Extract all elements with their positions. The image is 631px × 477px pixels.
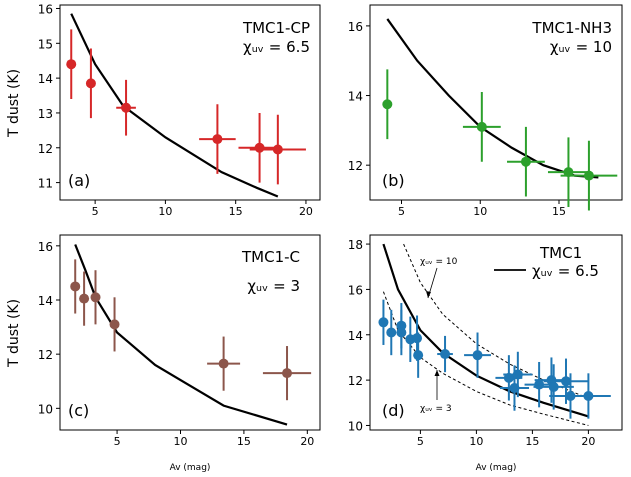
panel-a-data-point [254,142,265,153]
panel-d-data-point [378,317,389,328]
panel-a-xtick-label: 5 [92,205,99,218]
panel-d-ytick-label: 10 [348,419,363,433]
xlabel-right: Av (mag) [476,463,517,473]
panel-d-xtick-label: 10 [469,435,483,448]
panel-d-ytick-label: 14 [348,329,363,343]
panel-b-data-point [382,99,393,110]
ylabel-bottom: T dust (K) [6,299,22,368]
panel-d-lower-arrowhead [434,370,440,376]
panel-a-ytick-label: 13 [38,107,53,121]
panel-c-data-point [282,368,293,379]
panel-c-name: TMC1-C [241,248,300,266]
panel-c-ytick-label: 16 [38,240,53,254]
panel-d-upper-arrowhead [426,291,431,298]
panel-d-frame [369,234,623,431]
panel-c-frame [59,234,321,431]
panel-b-frame [369,4,623,201]
panel-b-data-point [583,170,594,181]
panel-a-xtick-label: 20 [299,205,313,218]
panel-b-ytick-label: 14 [348,90,363,104]
panel-c-data-point [79,293,90,304]
panel-c-chi: χᵤᵥ = 3 [247,277,300,295]
panel-a-chi: χᵤᵥ = 6.5 [243,38,310,56]
panel-c-data-point [90,292,101,303]
panel-b-ytick-label: 16 [348,20,363,34]
panel-a-data-point [272,144,283,155]
panel-a-xtick-label: 15 [229,205,243,218]
panel-b-name: TMC1-NH3 [531,19,612,37]
panel-c-ytick-label: 14 [38,294,53,308]
panel-d-ytick-label: 12 [348,374,363,388]
panel-a-name: TMC1-CP [242,19,310,37]
panel-a-ytick-label: 14 [38,72,53,86]
panel-d-data-point [440,349,451,360]
panel-c-data-point [218,358,229,369]
panel-d-data-point [413,350,424,361]
panel-c-data-point [109,319,120,330]
panel-d-data-point [583,390,594,401]
panel-c-model-curve-0 [74,244,288,426]
panel-d-data-point [396,327,407,338]
panel-b-data-point [520,156,531,167]
panel-d-lower-label: χᵤᵥ = 3 [420,404,452,414]
panel-b-xtick-label: 15 [552,205,566,218]
panel-d-upper-label: χᵤᵥ = 10 [420,257,458,267]
panel-d-data-point [534,379,545,390]
panel-b-chi: χᵤᵥ = 10 [550,38,612,56]
panel-d-ytick-label: 18 [348,238,363,252]
panel-a-xtick-label: 10 [158,205,172,218]
panel-c-label: (c) [68,401,89,420]
panel-a-data-point [66,59,77,70]
panel-c-xtick-label: 10 [173,435,187,448]
panel-c-ytick-label: 10 [38,402,53,416]
panel-a-ytick-label: 15 [38,37,53,51]
panel-d-xtick-label: 20 [581,435,595,448]
panel-d-data-point [386,327,397,338]
panel-d-chi: χᵤᵥ = 6.5 [532,262,599,280]
panel-d-name: TMC1 [539,244,582,262]
panel-a-model-curve-0 [70,13,279,198]
ylabel-top: T dust (K) [6,69,22,138]
panel-d-label: (d) [382,401,405,420]
panel-c-xtick-label: 20 [300,435,314,448]
panel-a-data-point [212,134,223,145]
panel-d-data-point [561,376,571,387]
panel-c-ytick-label: 12 [38,348,53,362]
xlabel-left: Av (mag) [170,463,211,473]
panel-b-ytick-label: 12 [348,159,363,173]
panel-d-data-point [472,350,483,361]
panel-d-ytick-label: 16 [348,283,363,297]
panel-d-model-curve-0 [382,243,589,418]
panel-a-ytick-label: 12 [38,142,53,156]
panel-a-data-point [85,78,96,89]
panel-d-model-curve-2 [382,291,589,426]
panel-b-label: (b) [382,171,405,190]
panel-d-xtick-label: 5 [417,435,424,448]
panel-a-label: (a) [68,171,90,190]
panel-a-data-point [121,102,132,113]
panel-d-data-point [512,369,523,380]
panel-d-data-point [548,381,559,392]
panel-b-data-point [476,121,487,132]
panel-d-xtick-label: 15 [525,435,539,448]
panel-c-data-point [70,281,81,292]
panel-b-xtick-label: 5 [398,205,405,218]
panel-a-ytick-label: 11 [38,177,53,191]
panel-a-frame [59,4,321,201]
panel-a-ytick-label: 16 [38,2,53,16]
panel-c-xtick-label: 5 [114,435,121,448]
panel-b-xtick-label: 10 [473,205,487,218]
panel-c-xtick-label: 15 [237,435,251,448]
panel-d-data-point [412,333,423,344]
